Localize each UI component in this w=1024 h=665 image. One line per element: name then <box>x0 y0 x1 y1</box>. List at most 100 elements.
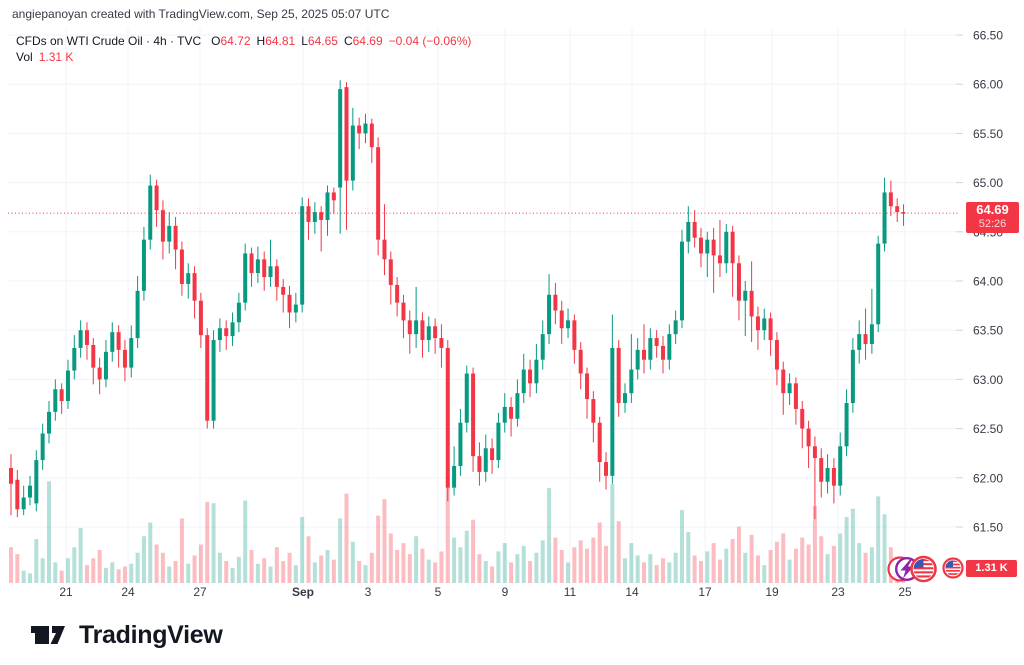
candle-body <box>509 406 514 419</box>
volume-bar <box>34 539 39 583</box>
high-ohlc: H 64.81 <box>257 34 296 48</box>
volume-bar <box>331 559 336 583</box>
volume-bar <box>363 565 368 583</box>
volume-bar <box>566 562 571 583</box>
candle-body <box>705 239 710 254</box>
candle-body <box>711 239 716 256</box>
candle-body <box>135 290 140 339</box>
candle-body <box>439 338 444 348</box>
candle-body <box>205 335 210 421</box>
volume-bar <box>243 500 248 583</box>
last-price-value: 64.69 <box>976 202 1009 217</box>
candle-body <box>572 320 577 350</box>
time-axis-label: 14 <box>625 585 639 599</box>
candle-body <box>901 212 906 214</box>
volume-bar <box>110 562 115 583</box>
candlestick-chart[interactable]: 66.5066.0065.5065.0064.5064.0063.5063.00… <box>0 0 1024 612</box>
volume-value-badge: 1.31 K <box>966 560 1017 577</box>
price-axis-label: 65.00 <box>973 176 1003 190</box>
candle-body <box>78 330 83 348</box>
candle-body <box>819 458 824 482</box>
candle-body <box>312 212 317 222</box>
volume-bar <box>445 474 450 583</box>
volume-bar <box>717 559 722 583</box>
candle-body <box>477 456 482 472</box>
volume-bar <box>844 517 849 583</box>
volume-bar <box>325 550 330 583</box>
candle-body <box>692 221 697 238</box>
volume-bar <box>420 548 425 583</box>
volume-bar <box>876 496 881 583</box>
volume-bar <box>141 536 146 583</box>
volume-bar <box>458 547 463 583</box>
volume-bar <box>376 515 381 583</box>
volume-bar <box>230 567 235 583</box>
price-axis-label: 65.50 <box>973 127 1003 141</box>
volume-bar <box>9 547 13 583</box>
candle-body <box>800 408 805 429</box>
low-ohlc: L 64.65 <box>301 34 338 48</box>
candle-body <box>490 448 495 461</box>
candle-body <box>642 349 646 360</box>
volume-bar <box>249 550 254 583</box>
volume-bar <box>540 540 545 583</box>
candle-body <box>300 206 305 305</box>
candle-body <box>53 389 58 412</box>
candle-body <box>9 467 13 484</box>
candle-body <box>895 206 900 213</box>
volume-label: Vol <box>16 50 33 64</box>
tradingview-logo[interactable]: TradingView <box>28 620 223 650</box>
candle-body <box>173 225 178 250</box>
candle-body <box>623 393 628 404</box>
volume-bar <box>509 562 514 583</box>
candle-body <box>46 411 51 434</box>
volume-bar <box>749 534 754 583</box>
candle-body <box>679 241 684 321</box>
candle-body <box>59 389 64 402</box>
volume-bar <box>869 547 874 583</box>
candle-body <box>515 393 520 419</box>
candle-body <box>730 231 735 264</box>
volume-bar <box>300 517 305 583</box>
candle-body <box>604 462 609 476</box>
candle-body <box>274 266 279 287</box>
candle-body <box>566 320 571 329</box>
time-axis-label: 5 <box>435 585 442 599</box>
volume-bar <box>382 499 387 583</box>
candle-body <box>198 300 203 336</box>
volume-bar <box>857 543 862 583</box>
volume-bar <box>755 555 760 583</box>
volume-bar <box>15 554 20 583</box>
candle-body <box>781 369 786 394</box>
candle-body <box>338 89 343 188</box>
time-axis-label: 19 <box>765 585 779 599</box>
close-label: C <box>343 34 353 48</box>
candle-body <box>122 349 127 368</box>
volume-bar <box>344 493 349 583</box>
candle-body <box>306 206 311 222</box>
volume-bar <box>483 561 488 583</box>
candle-body <box>192 273 197 301</box>
candle-body <box>838 446 843 486</box>
volume-bar <box>692 555 697 583</box>
volume-bar <box>578 540 583 583</box>
candle-body <box>97 367 102 380</box>
candle-body <box>749 290 754 317</box>
candle-body <box>787 383 792 394</box>
candle-body <box>768 318 773 341</box>
candle-body <box>736 263 741 301</box>
volume-bar <box>679 510 684 583</box>
volume-bar <box>40 558 45 583</box>
volume-bar <box>736 526 741 583</box>
volume-bar <box>122 566 127 583</box>
candle-body <box>262 259 267 278</box>
volume-bar <box>547 488 552 583</box>
volume-bar <box>236 556 241 583</box>
candle-body <box>452 465 457 488</box>
volume-bar <box>642 562 646 583</box>
price-axis-label: 62.50 <box>973 422 1003 436</box>
volume-bar <box>559 550 564 583</box>
volume-bar <box>65 558 70 583</box>
candle-body <box>825 467 830 482</box>
price-axis-label: 66.50 <box>973 29 1003 43</box>
